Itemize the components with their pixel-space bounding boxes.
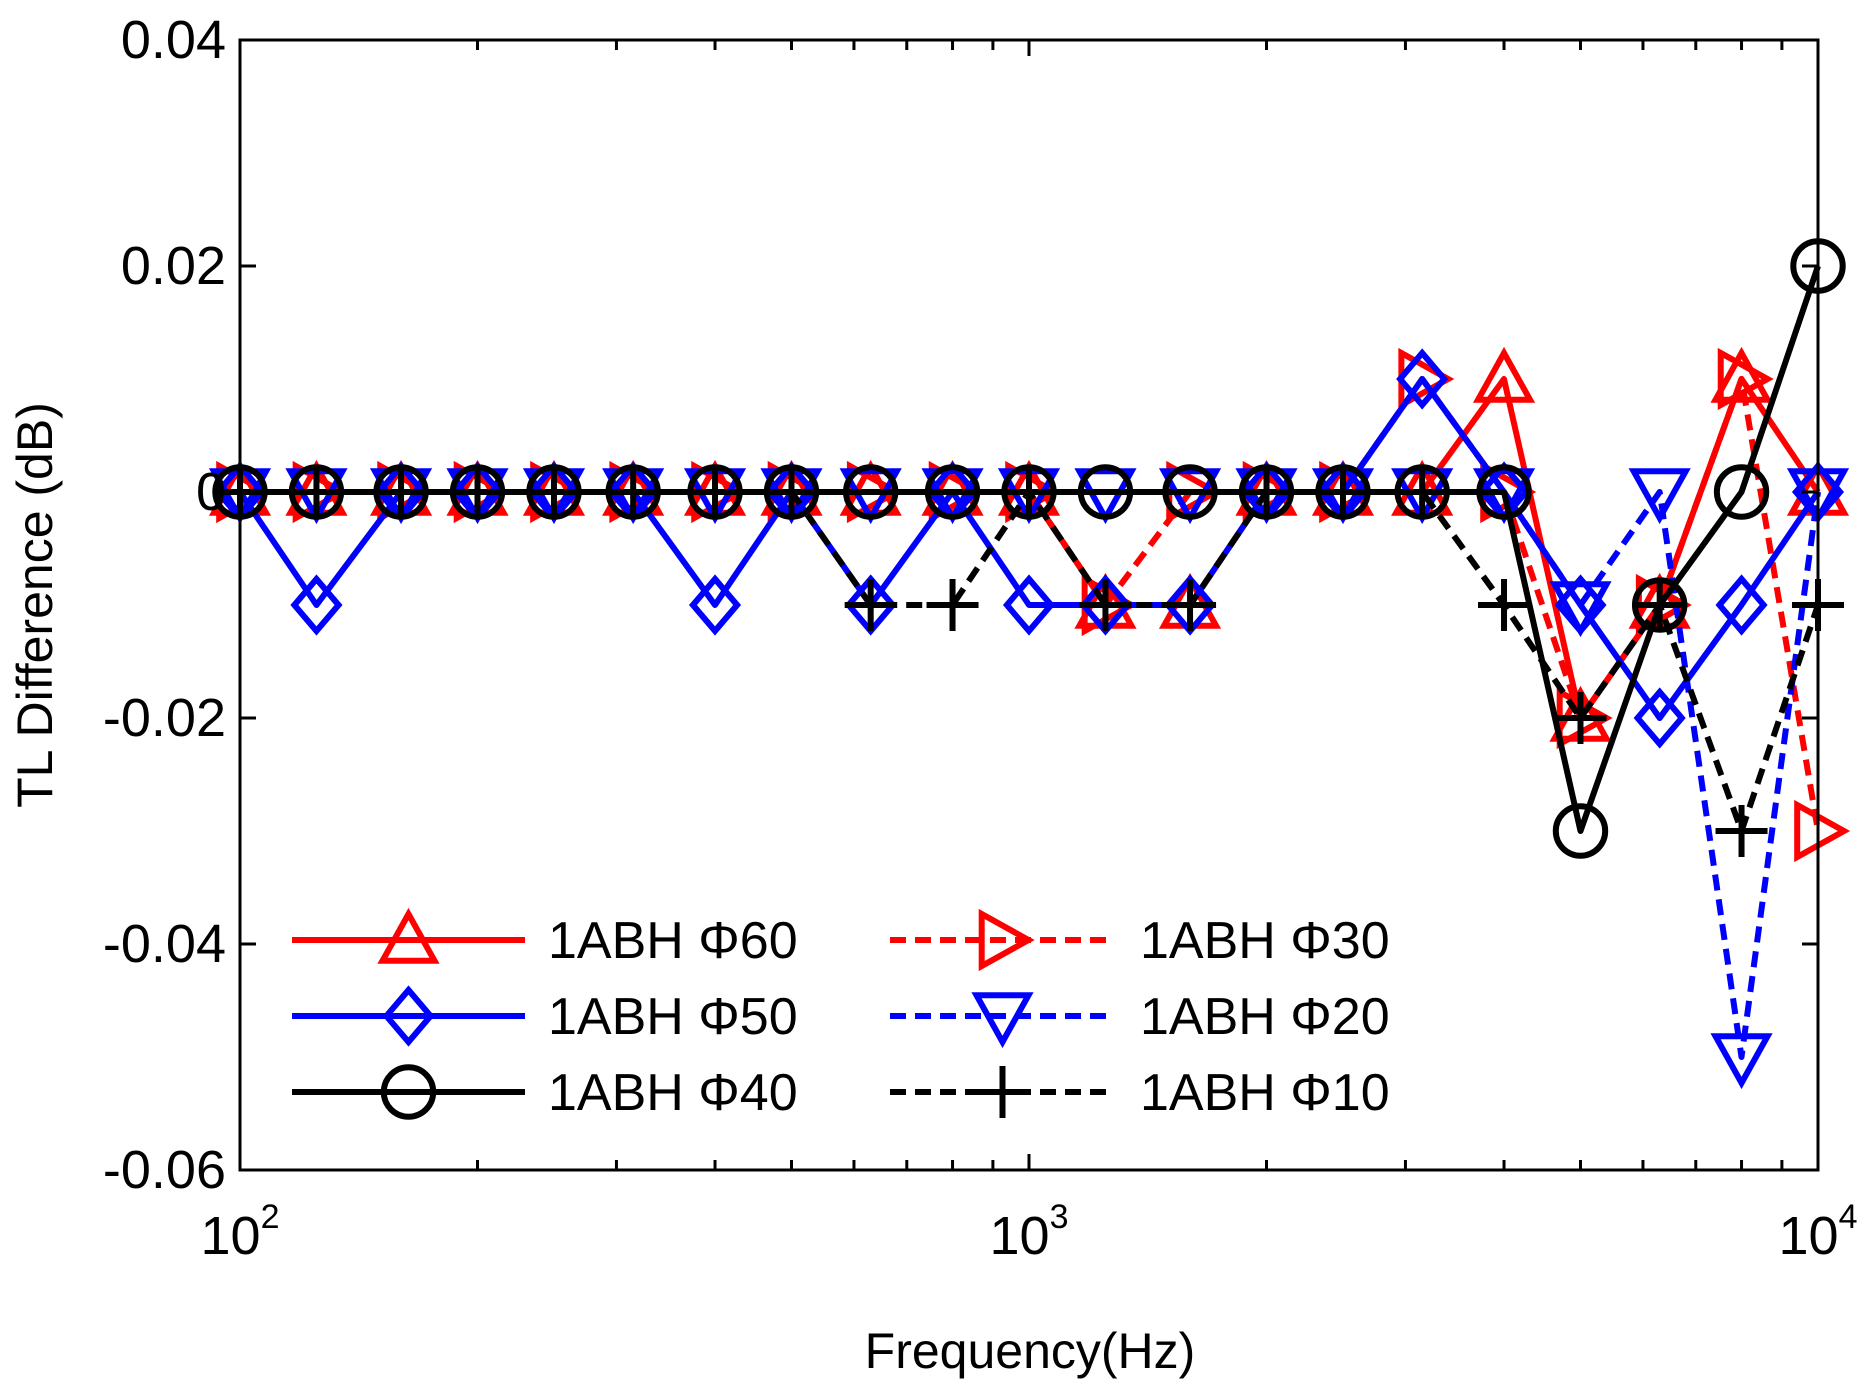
x-tick-label: 102 — [201, 1198, 280, 1266]
y-tick-label: 0.04 — [121, 10, 226, 70]
data-point — [290, 574, 343, 636]
data-point — [1713, 464, 1770, 520]
data-point — [689, 466, 742, 518]
data-point — [1476, 464, 1532, 520]
data-point — [1077, 464, 1134, 520]
legend-entry: 1ABH Φ60 — [292, 907, 798, 970]
legend-marker — [976, 1066, 1029, 1118]
data-point — [607, 466, 660, 518]
data-point — [924, 464, 981, 520]
data-point — [1549, 581, 1612, 638]
legend-marker — [382, 985, 435, 1047]
data-point — [688, 574, 742, 636]
data-point — [926, 579, 979, 631]
legend-label: 1ABH Φ10 — [1140, 1064, 1390, 1122]
legend-entry: 1ABH Φ10 — [890, 1064, 1390, 1122]
data-point — [1003, 466, 1055, 518]
data-point — [1633, 687, 1686, 749]
data-point — [1628, 468, 1691, 525]
data-point — [1396, 348, 1449, 410]
y-tick-label: -0.06 — [103, 1140, 226, 1200]
data-point — [1554, 692, 1607, 744]
data-point — [1240, 466, 1293, 518]
data-point — [844, 579, 897, 631]
legend-marker — [978, 908, 1035, 972]
data-point — [527, 466, 580, 518]
legend-marker — [380, 1064, 437, 1120]
data-point — [1396, 466, 1449, 518]
legend-marker — [971, 992, 1034, 1049]
data-point — [451, 466, 504, 518]
data-point — [765, 466, 818, 518]
legend-entry: 1ABH Φ30 — [890, 908, 1390, 972]
data-point — [1715, 805, 1768, 857]
x-tick-label: 103 — [990, 1198, 1069, 1266]
y-tick-label: -0.04 — [103, 914, 226, 974]
legend-entry: 1ABH Φ40 — [292, 1064, 798, 1122]
legend-label: 1ABH Φ50 — [548, 988, 798, 1046]
legend-entry: 1ABH Φ50 — [292, 985, 798, 1047]
legend-label: 1ABH Φ60 — [548, 912, 798, 970]
legend-label: 1ABH Φ30 — [1140, 912, 1390, 970]
data-point — [1710, 1033, 1773, 1090]
y-tick-label: -0.02 — [103, 688, 226, 748]
y-tick-label: 0 — [196, 462, 226, 522]
data-point — [1472, 346, 1536, 403]
data-point — [1710, 346, 1773, 403]
y-tick-label: 0.02 — [121, 236, 226, 296]
data-point — [1552, 803, 1609, 859]
data-point — [1162, 464, 1218, 520]
data-point — [1316, 466, 1369, 518]
legend-label: 1ABH Φ20 — [1140, 988, 1390, 1046]
x-axis-title: Frequency(Hz) — [865, 1323, 1196, 1379]
data-point — [1164, 579, 1217, 631]
x-tick-label: 104 — [1779, 1198, 1858, 1266]
legend-label: 1ABH Φ40 — [548, 1064, 798, 1122]
data-point — [1715, 574, 1768, 636]
y-axis-title: TL Difference (dB) — [7, 402, 63, 808]
data-point — [290, 466, 343, 518]
data-point — [1478, 579, 1531, 631]
data-point — [842, 464, 899, 520]
data-point — [1633, 579, 1686, 631]
data-point — [1717, 347, 1774, 411]
legend-marker — [377, 907, 440, 964]
data-point — [1002, 574, 1056, 636]
data-point — [375, 466, 428, 518]
legend-entry: 1ABH Φ20 — [890, 988, 1390, 1049]
data-point — [1079, 579, 1132, 631]
legend: 1ABH Φ60 1ABH Φ30 1ABH Φ50 1ABH Φ20 1ABH Φ40… — [292, 907, 1390, 1122]
data-point — [1794, 799, 1851, 863]
